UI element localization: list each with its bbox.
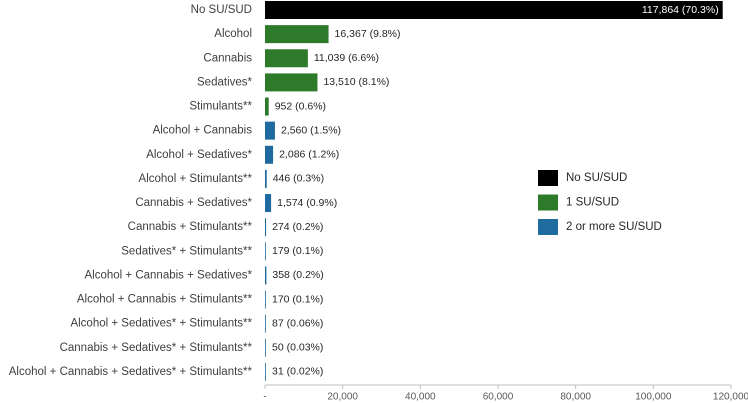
x-tick-label: 20,000 [327,392,358,403]
value-label: 952 (0.6%) [275,100,326,112]
y-tick-label: Cannabis + Sedatives* + Stimulants** [60,342,253,354]
value-label: 1,574 (0.9%) [277,197,337,209]
legend-swatch [538,219,558,235]
bar [265,1,723,19]
value-label: 16,367 (9.8%) [335,28,401,40]
bar [265,290,266,309]
bar [265,362,266,381]
value-label: 87 (0.06%) [272,317,323,329]
value-label: 2,560 (1.5%) [281,124,341,136]
value-label: 117,864 (70.3%) [642,4,719,16]
x-tick-label: 120,000 [713,392,748,403]
y-tick-label: Alcohol + Stimulants** [139,173,253,185]
y-tick-label: Alcohol [214,28,252,40]
y-tick-label: Alcohol + Cannabis + Sedatives* [85,269,253,281]
y-tick-label: No SU/SUD [191,4,252,16]
bar [265,73,318,92]
bar [265,242,266,261]
bar [265,218,267,237]
legend-label: 1 SU/SUD [566,197,619,209]
x-tick-label: - [263,392,266,403]
y-tick-label: Cannabis + Sedatives* [135,197,252,209]
bar [265,314,266,333]
y-tick-label: Alcohol + Cannabis [153,125,253,137]
legend-label: No SU/SUD [566,172,627,184]
bar [265,25,329,44]
x-tick-label: 80,000 [560,392,591,403]
x-tick-label: 100,000 [635,392,672,403]
value-label: 50 (0.03%) [272,342,323,354]
y-tick-label: Alcohol + Cannabis + Stimulants** [77,294,253,306]
value-label: 11,039 (6.6%) [314,52,379,64]
bar [265,121,275,140]
y-tick-label: Cannabis + Stimulants** [128,221,253,233]
bar [265,97,269,116]
y-tick-label: Cannabis [203,52,252,64]
value-label: 446 (0.3%) [273,173,324,185]
bar [265,266,267,285]
value-label: 31 (0.02%) [272,366,323,378]
value-label: 179 (0.1%) [272,245,323,257]
legend-swatch [538,194,558,211]
x-tick-label: 40,000 [405,392,436,403]
legend-label: 2 or more SU/SUD [566,221,662,233]
bar [265,338,266,357]
x-tick-label: 60,000 [483,392,514,403]
y-tick-label: Alcohol + Sedatives* + Stimulants** [70,318,252,330]
value-label: 358 (0.2%) [272,269,323,281]
bar [265,49,308,68]
value-label: 2,086 (1.2%) [279,149,339,161]
y-tick-label: Alcohol + Cannabis + Sedatives* + Stimul… [9,366,253,378]
value-label: 274 (0.2%) [272,221,323,233]
y-tick-label: Stimulants** [189,101,252,113]
bar [265,145,274,164]
legend-swatch [538,170,558,186]
y-tick-label: Sedatives* [197,76,253,88]
value-label: 170 (0.1%) [272,293,323,305]
y-tick-label: Alcohol + Sedatives* [146,149,252,161]
bar [265,169,267,188]
value-label: 13,510 (8.1%) [323,76,389,88]
bar [265,194,272,213]
y-tick-label: Sedatives* + Stimulants** [121,245,252,257]
